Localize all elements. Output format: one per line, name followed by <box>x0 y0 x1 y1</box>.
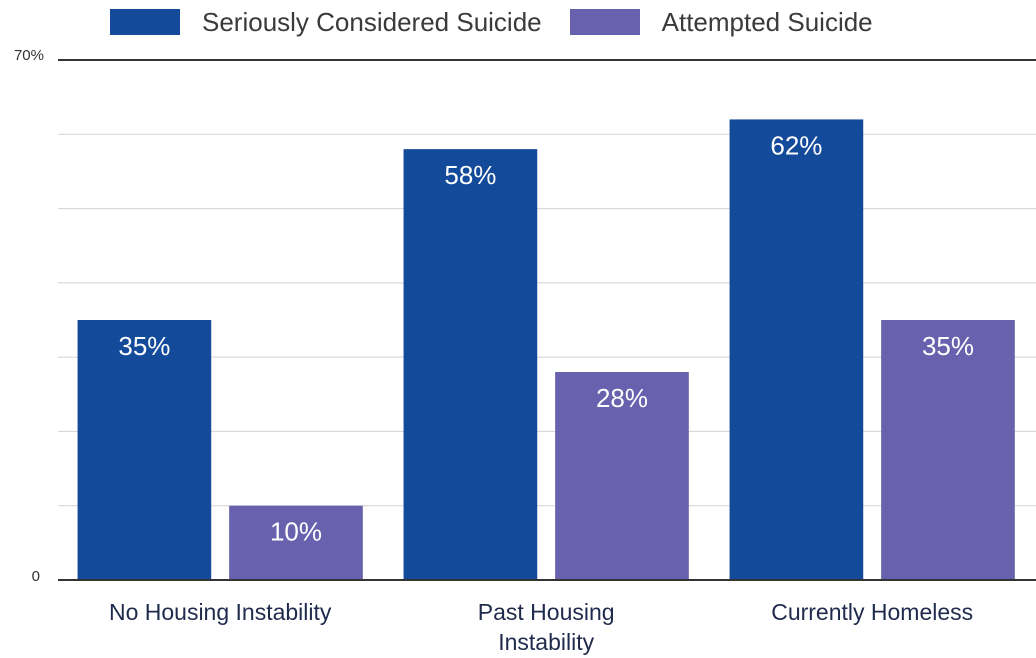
bar-value-label: 35% <box>922 331 974 361</box>
x-tick-label-line: Instability <box>498 629 594 655</box>
x-tick-label-line: No Housing Instability <box>109 599 332 625</box>
bar <box>229 505 363 580</box>
bar-value-label: 28% <box>596 383 648 413</box>
bar-value-label: 62% <box>770 130 822 160</box>
axes: No Housing Instability Past Housing Instab… <box>58 59 1036 655</box>
bar <box>729 119 864 580</box>
bar-value-label: 58% <box>444 160 496 190</box>
x-tick-label-line: Past Housing <box>478 599 615 625</box>
x-tick-label: Past Housing Instability <box>478 599 615 655</box>
y-tick-bottom: 0 <box>32 568 40 585</box>
legend-swatch-attempted <box>569 9 640 35</box>
x-tick-label-line: Currently Homeless <box>771 599 973 625</box>
x-tick-label: No Housing Instability <box>109 599 332 625</box>
bar-value-label: 35% <box>118 331 170 361</box>
legend-swatch-seriously-considered <box>110 9 180 35</box>
legend-item-seriously-considered: Seriously Considered Suicide <box>110 7 542 38</box>
bar <box>881 320 1015 580</box>
bar-value-label: 10% <box>270 517 322 547</box>
gridlines <box>58 133 1036 507</box>
x-tick-label: Currently Homeless <box>771 599 973 625</box>
y-tick-top: 70% <box>14 47 44 64</box>
legend: Seriously Considered Suicide Attempted S… <box>110 2 901 42</box>
bar <box>555 372 689 580</box>
legend-label-attempted: Attempted Suicide <box>661 6 873 37</box>
bars: 35% 10% 58% 28% 62% 35% <box>77 119 1015 580</box>
bar <box>403 149 538 580</box>
bar <box>77 320 212 580</box>
legend-item-attempted: Attempted Suicide <box>569 6 873 38</box>
legend-label-seriously-considered: Seriously Considered Suicide <box>202 6 542 37</box>
